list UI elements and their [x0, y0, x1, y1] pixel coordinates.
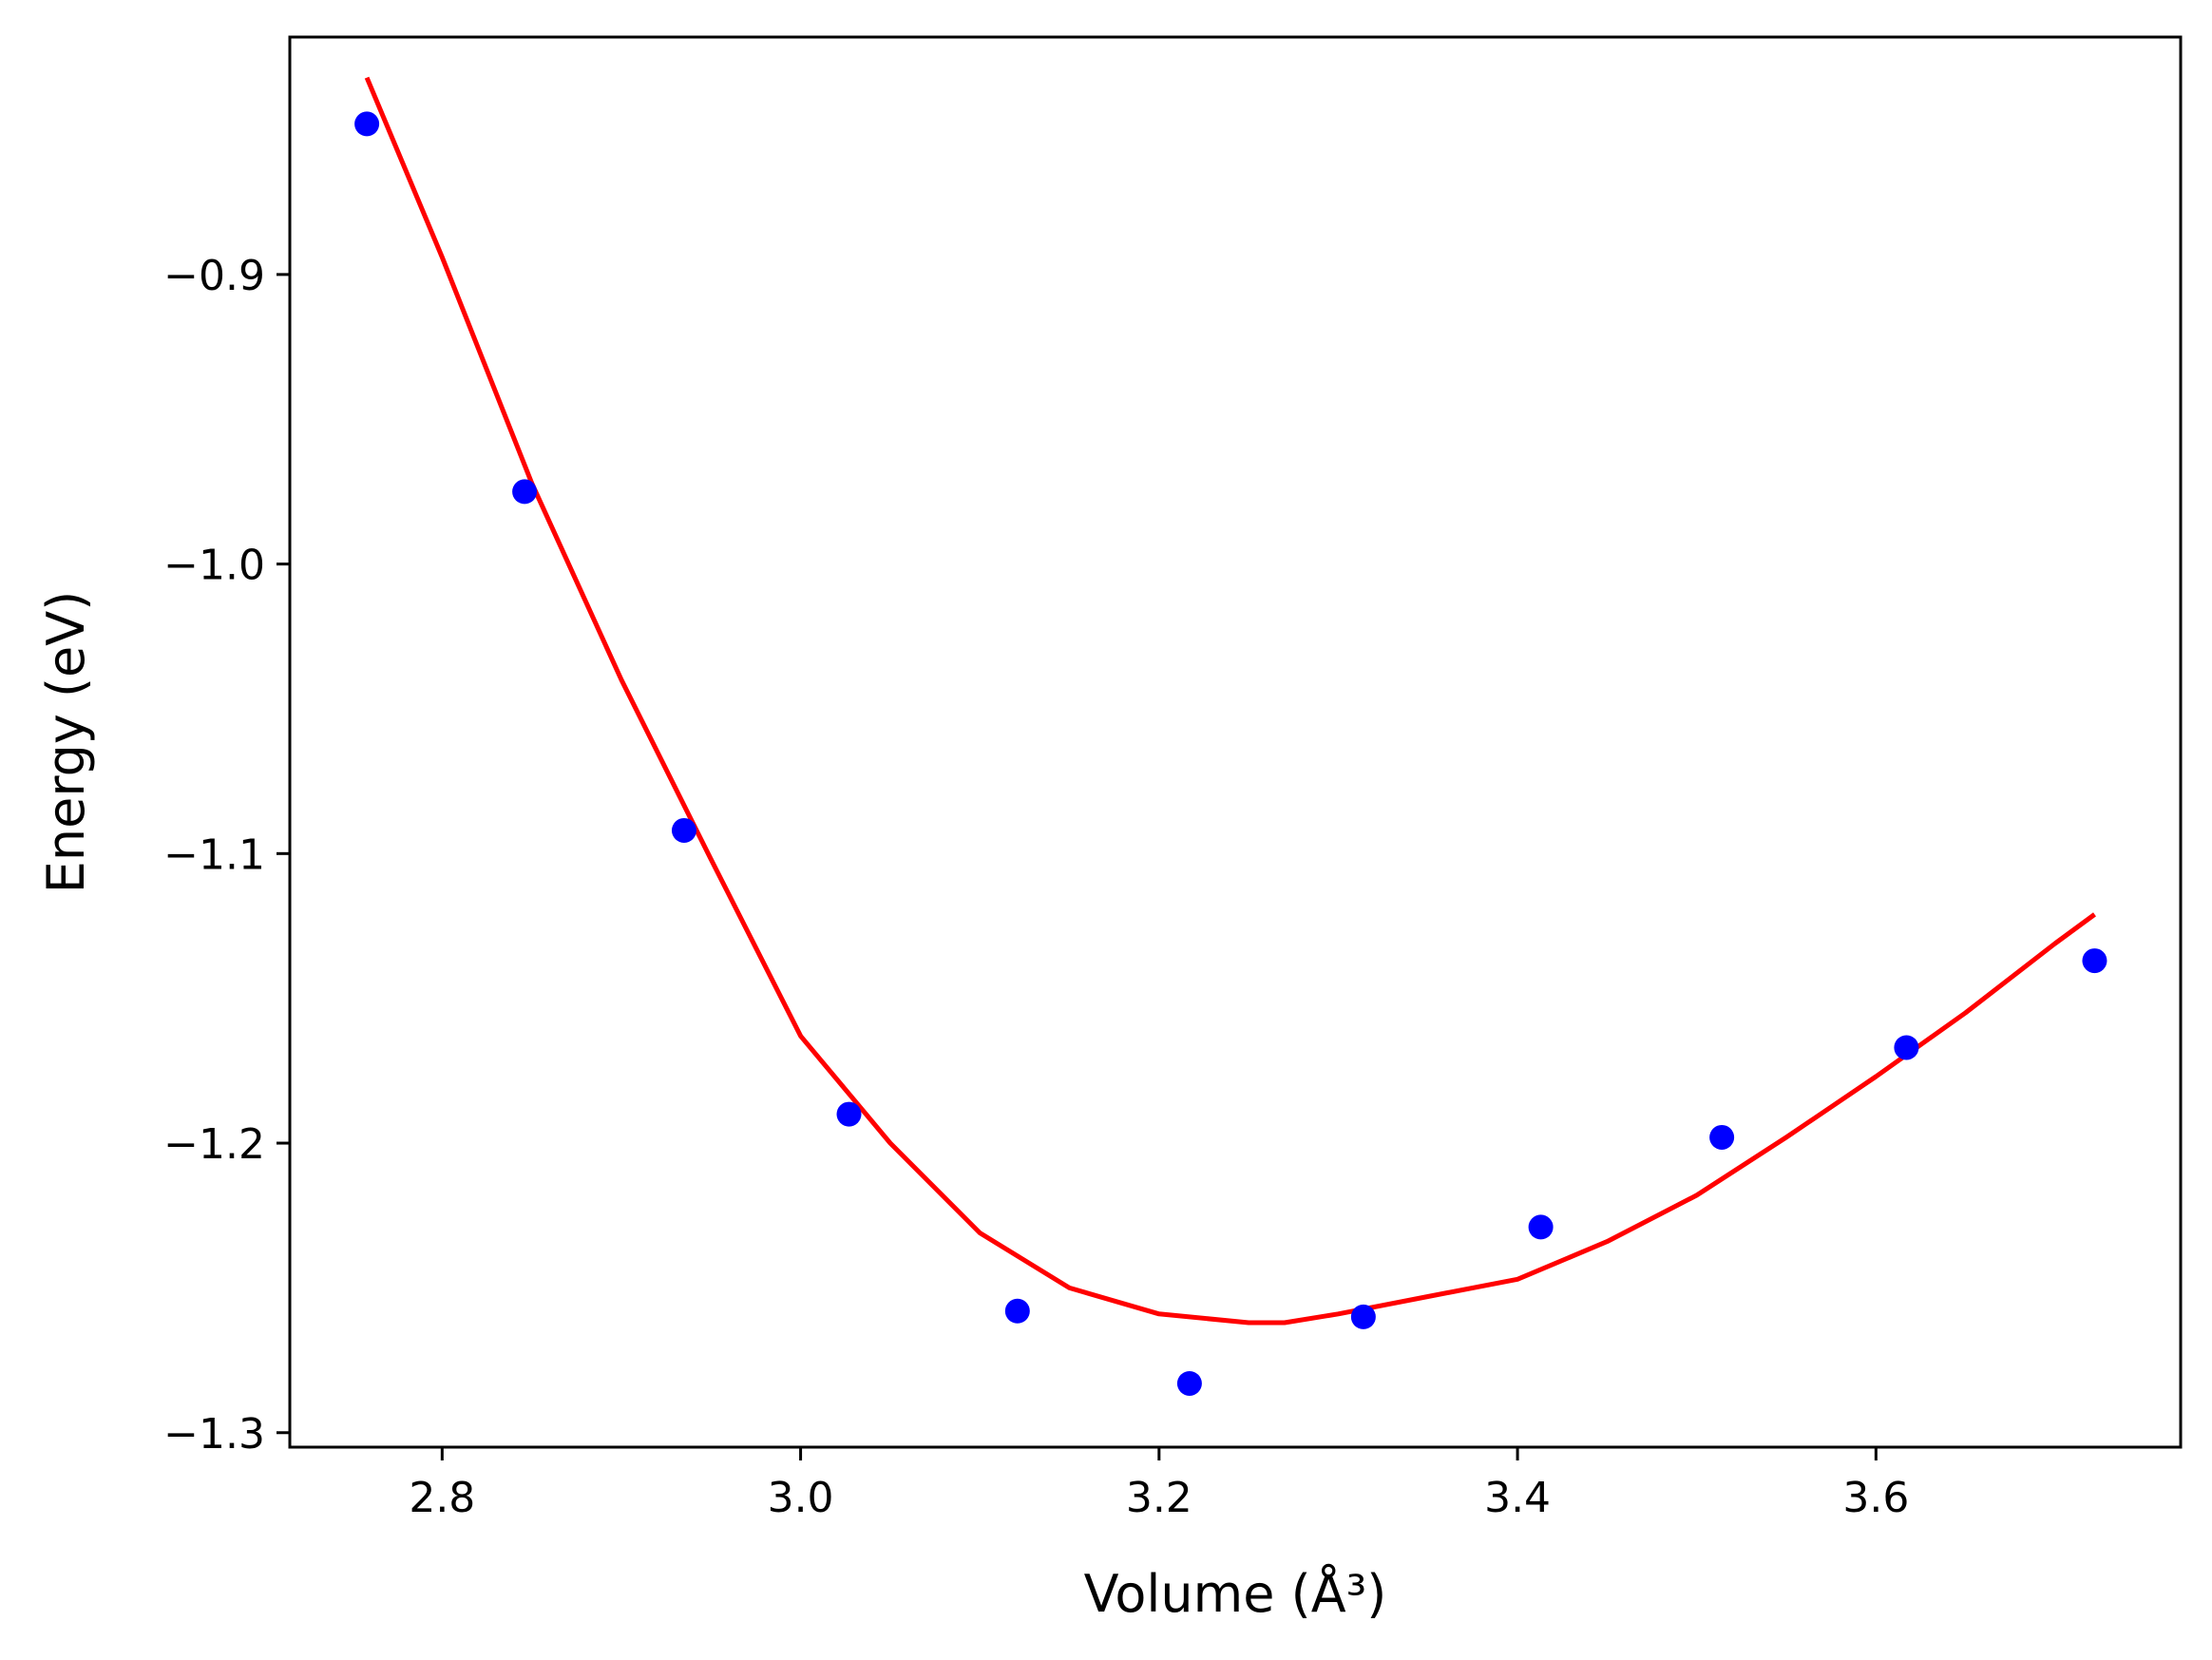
x-axis-ticks: 2.8 3.0 3.2 3.4 3.6	[409, 1447, 1909, 1522]
y-tick-label: −1.3	[163, 1410, 265, 1459]
x-tick-label: 2.8	[409, 1474, 475, 1522]
data-point	[354, 111, 380, 137]
data-point	[512, 479, 538, 505]
x-axis-label: Volume (Å³)	[1084, 1563, 1387, 1624]
data-point	[2082, 948, 2107, 974]
series-layer	[354, 76, 2107, 1396]
data-point	[671, 817, 696, 843]
y-tick-label: −1.1	[163, 830, 265, 879]
x-tick-label: 3.4	[1484, 1474, 1551, 1522]
y-axis-ticks: −0.9 −1.0 −1.1 −1.2 −1.3	[163, 252, 290, 1459]
y-axis-label: Energy (eV)	[36, 591, 96, 894]
x-tick-label: 3.2	[1126, 1474, 1192, 1522]
y-tick-label: −1.0	[163, 542, 265, 590]
data-point	[1528, 1214, 1554, 1240]
x-tick-label: 3.6	[1842, 1474, 1909, 1522]
data-point	[1709, 1124, 1735, 1150]
x-tick-label: 3.0	[768, 1474, 834, 1522]
data-point	[1176, 1370, 1202, 1396]
fit-curve-line	[364, 76, 2096, 1326]
data-point	[1894, 1035, 1919, 1060]
data-point	[836, 1101, 862, 1127]
data-point	[1004, 1298, 1030, 1324]
y-tick-label: −1.2	[163, 1120, 265, 1169]
plot-background	[290, 37, 2181, 1447]
plot-frame	[288, 35, 2183, 1449]
y-tick-label: −0.9	[163, 252, 265, 300]
data-point	[1350, 1304, 1376, 1329]
